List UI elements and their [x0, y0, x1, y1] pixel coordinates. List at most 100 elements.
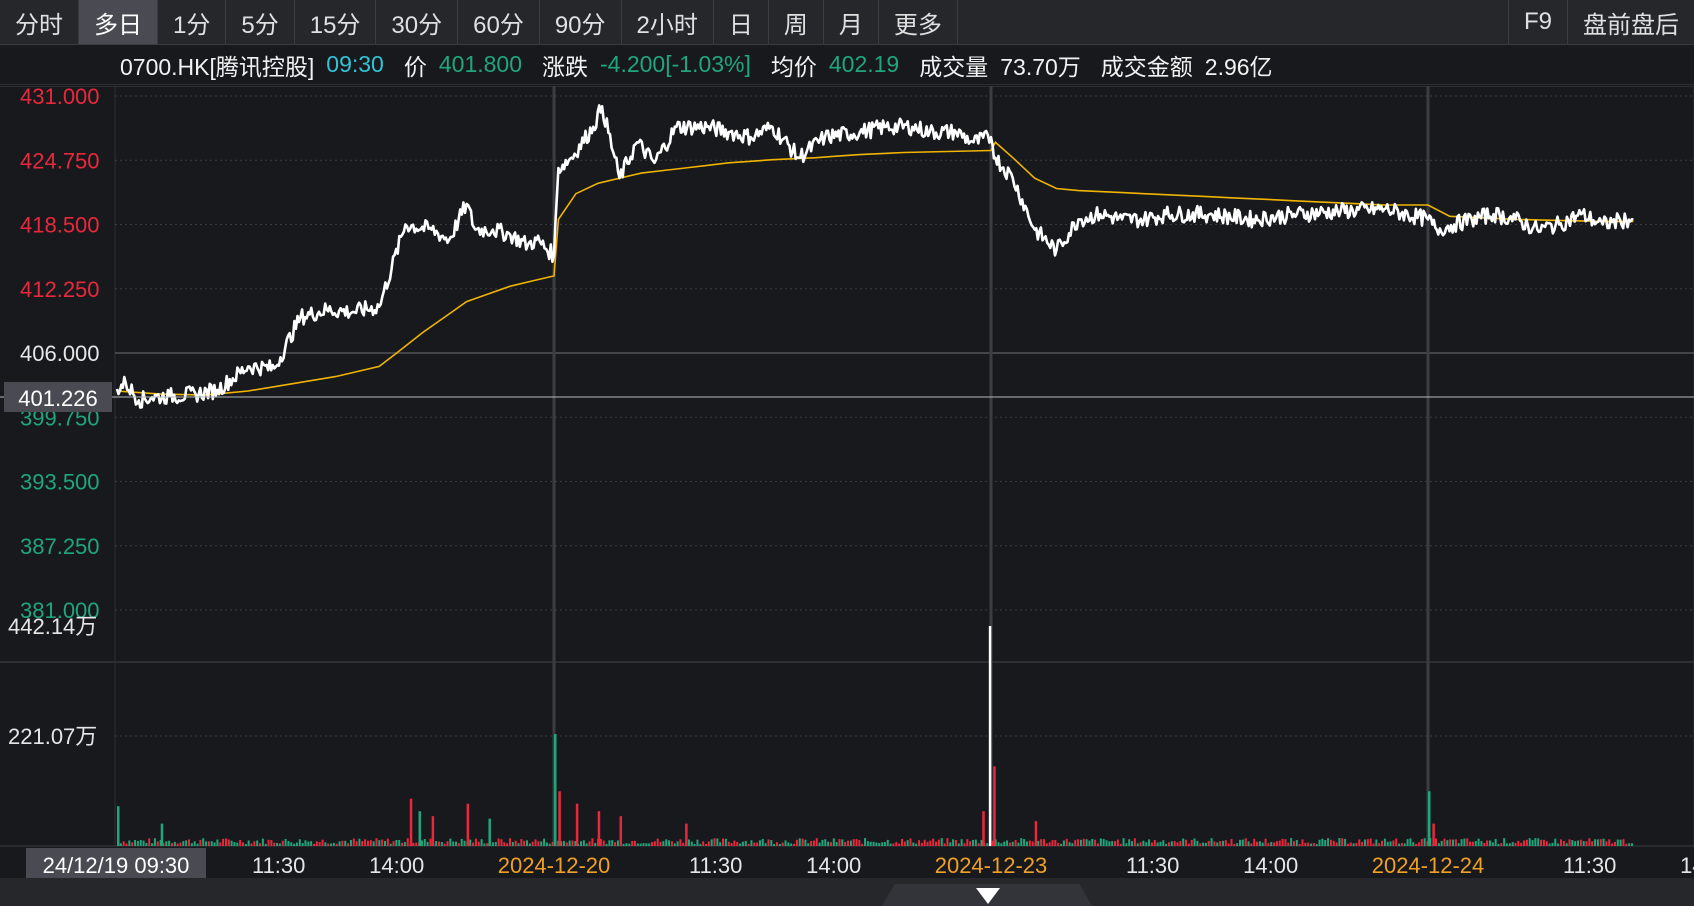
volume-bar: [571, 840, 574, 846]
volume-bar: [273, 842, 276, 846]
volume-bar: [906, 840, 909, 846]
volume-bar: [679, 839, 682, 846]
volume-bar: [855, 838, 858, 846]
volume-bar: [761, 838, 764, 846]
volume-bar: [369, 840, 372, 846]
intraday-chart[interactable]: 431.000424.750418.500412.250406.000399.7…: [0, 86, 1694, 878]
tab-6[interactable]: 30分: [376, 0, 459, 44]
volume-spike: [409, 798, 413, 846]
volume-bar: [1153, 839, 1156, 846]
volume-bar: [1324, 839, 1327, 846]
volume-bar: [153, 838, 156, 846]
volume-bar: [991, 840, 994, 846]
tab-13[interactable]: 更多: [879, 0, 958, 44]
volume-bar: [236, 842, 239, 846]
volume-bar: [244, 843, 247, 846]
volume-spike: [597, 811, 601, 846]
volume-bar: [710, 839, 713, 846]
volume-bar: [881, 842, 884, 846]
volume-bar: [1125, 843, 1128, 846]
volume-bar: [324, 842, 327, 846]
volume-bar: [1102, 839, 1105, 846]
volume-bar: [1582, 841, 1585, 846]
volume-bar: [276, 842, 279, 846]
amount-label: 成交金额: [1100, 53, 1193, 80]
volume-spike: [554, 734, 557, 846]
volume-bar: [1202, 842, 1205, 846]
volume-bar: [574, 841, 577, 846]
volume-bar: [1500, 843, 1503, 846]
volume-bar: [844, 841, 847, 846]
volume-bar: [1292, 841, 1295, 846]
tab-10[interactable]: 日: [714, 0, 769, 44]
volume-bar: [702, 841, 705, 846]
tab-11[interactable]: 周: [769, 0, 824, 44]
volume-bar: [1466, 838, 1469, 846]
volume-bar: [1221, 840, 1224, 846]
time-axis-label: 2024-12-20: [498, 853, 611, 878]
volume-bar: [1091, 838, 1094, 846]
tab-3[interactable]: 1分: [158, 0, 227, 44]
volume-bar: [829, 842, 832, 846]
volume-bar: [312, 843, 315, 846]
tab-5[interactable]: 15分: [295, 0, 377, 44]
volume-bar: [952, 839, 955, 846]
volume-bar: [651, 842, 654, 846]
tab-8[interactable]: 90分: [540, 0, 622, 44]
volume-bar: [798, 838, 801, 846]
tab-12[interactable]: 月: [824, 0, 879, 44]
f9-button[interactable]: F9: [1507, 0, 1567, 44]
volume-bar: [185, 840, 188, 846]
volume-bar: [1565, 843, 1568, 846]
volume-bar: [562, 841, 565, 846]
volume-bar: [491, 842, 494, 846]
volume-bar: [580, 841, 583, 846]
volume-spike: [685, 823, 688, 846]
volume-bar: [1352, 843, 1355, 846]
tab-1[interactable]: 分时: [0, 0, 79, 44]
volume-bar: [1412, 842, 1415, 846]
tab-2[interactable]: 多日: [79, 0, 158, 44]
collapse-arrow-icon[interactable]: [976, 888, 1000, 904]
stock-symbol: 0700.HK[腾讯控股]: [120, 53, 315, 80]
volume-bar: [1045, 843, 1048, 846]
volume-bar: [1074, 840, 1077, 846]
volume-bar: [372, 841, 375, 846]
volume-bar: [1270, 841, 1273, 846]
volume-bar: [1528, 838, 1531, 846]
volume-bar: [1383, 838, 1386, 846]
volume-bar: [670, 841, 673, 846]
volume-bar: [889, 843, 892, 846]
volume-bar: [1054, 839, 1057, 846]
volume-bar: [378, 840, 381, 846]
volume-bar: [980, 839, 983, 846]
volume-bar: [219, 842, 222, 846]
volume-bar: [1261, 842, 1264, 846]
volume-bar: [1554, 838, 1557, 846]
volume-bar: [514, 840, 517, 846]
extended-hours-button[interactable]: 盘前盘后: [1567, 0, 1694, 44]
tab-9[interactable]: 2小时: [622, 0, 714, 44]
tab-7[interactable]: 60分: [458, 0, 540, 44]
volume-bar: [1417, 842, 1420, 846]
volume-bar: [704, 843, 707, 846]
volume-bar: [1605, 841, 1608, 846]
volume-bar: [1358, 839, 1361, 846]
volume-bar: [866, 841, 869, 846]
volume-bar: [472, 842, 475, 846]
time-axis-label: 11:30: [252, 853, 305, 878]
volume-bar: [293, 843, 296, 846]
tab-4[interactable]: 5分: [226, 0, 295, 44]
volume-bar: [835, 842, 838, 846]
quote-time: 09:30: [326, 51, 384, 77]
volume-bar: [1250, 843, 1253, 846]
volume-bar: [758, 840, 761, 846]
volume-bar: [1207, 840, 1210, 846]
volume-bar: [815, 838, 818, 846]
volume-bar: [500, 839, 503, 846]
crosshair: 401.226 24/12/19 09:30: [0, 382, 1694, 878]
volume-bar: [716, 838, 719, 846]
volume-bar: [1480, 841, 1483, 846]
volume-bar: [170, 843, 173, 846]
volume-bar: [1403, 843, 1406, 846]
